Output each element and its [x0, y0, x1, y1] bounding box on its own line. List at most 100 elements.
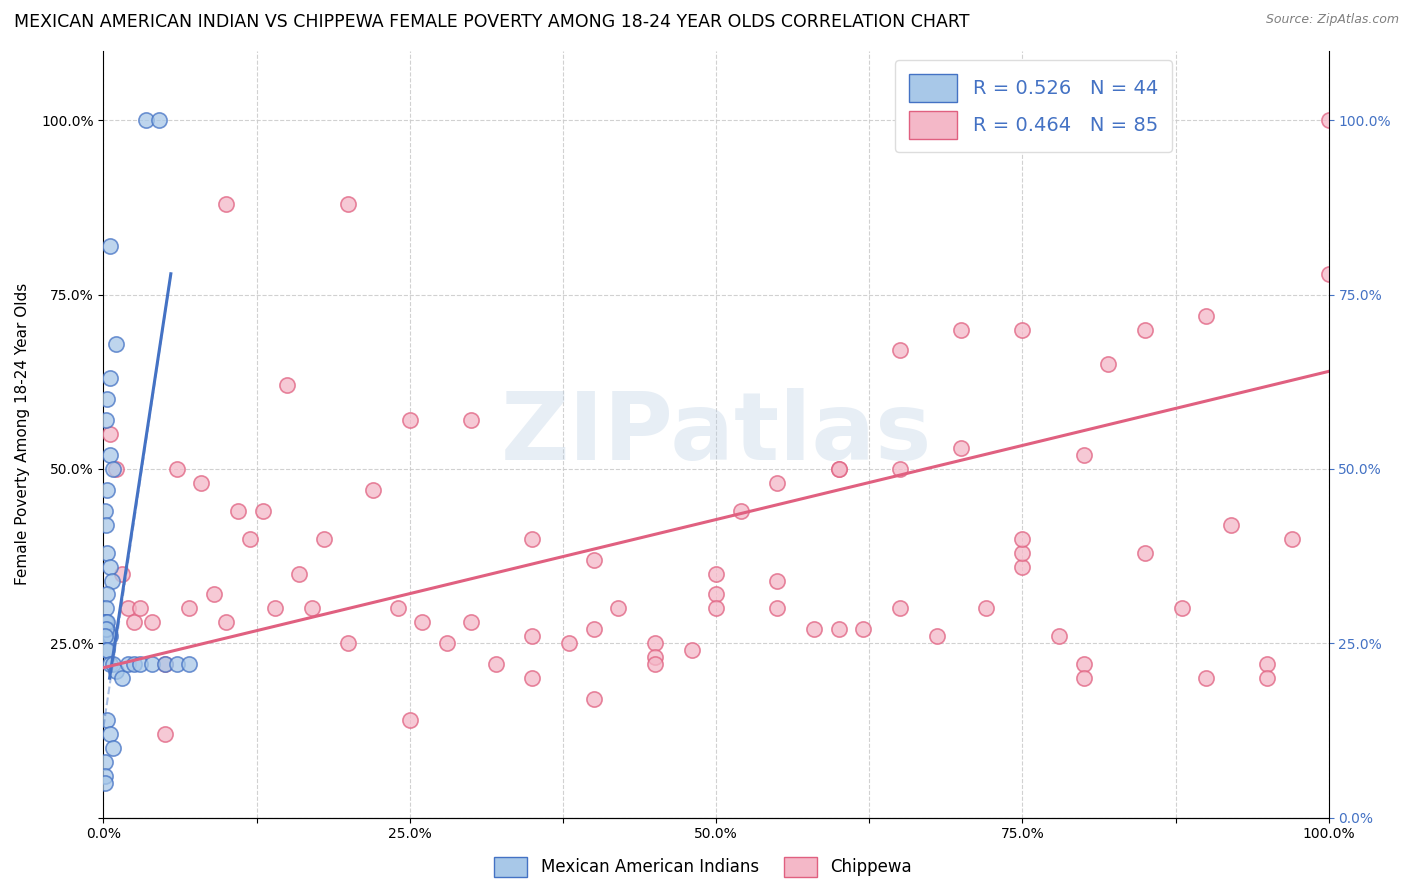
Point [96, 713, 118, 727]
Y-axis label: Female Poverty Among 18-24 Year Olds: Female Poverty Among 18-24 Year Olds [15, 283, 30, 585]
Point [411, 615, 433, 630]
Point [103, 740, 125, 755]
Point [179, 601, 201, 615]
Point [252, 504, 274, 518]
Point [766, 574, 789, 588]
Point [129, 657, 152, 672]
Point [803, 623, 825, 637]
Point [704, 566, 727, 581]
Point [301, 601, 323, 615]
Point [1073, 448, 1095, 462]
Point [704, 601, 727, 615]
Point [117, 657, 139, 672]
Point [436, 636, 458, 650]
Point [96, 615, 118, 630]
Point [94, 623, 117, 637]
Point [288, 566, 311, 581]
Point [103, 657, 125, 672]
Point [202, 587, 225, 601]
Point [312, 532, 335, 546]
Text: ZIPatlas: ZIPatlas [501, 388, 932, 480]
Point [98, 629, 121, 643]
Point [104, 462, 127, 476]
Point [104, 664, 127, 678]
Point [1097, 358, 1119, 372]
Point [398, 413, 420, 427]
Point [1047, 629, 1070, 643]
Point [889, 343, 911, 358]
Legend: Mexican American Indians, Chippewa: Mexican American Indians, Chippewa [488, 850, 918, 884]
Point [827, 623, 849, 637]
Point [484, 657, 506, 672]
Point [98, 559, 121, 574]
Point [1219, 517, 1241, 532]
Point [215, 615, 238, 630]
Point [276, 378, 298, 392]
Point [94, 413, 117, 427]
Point [141, 615, 163, 630]
Text: Source: ZipAtlas.com: Source: ZipAtlas.com [1265, 13, 1399, 27]
Point [117, 601, 139, 615]
Point [522, 671, 544, 685]
Point [1133, 546, 1156, 560]
Point [111, 566, 134, 581]
Point [153, 657, 176, 672]
Point [93, 504, 115, 518]
Point [889, 462, 911, 476]
Point [730, 504, 752, 518]
Point [522, 532, 544, 546]
Point [96, 483, 118, 497]
Point [93, 629, 115, 643]
Point [950, 441, 973, 455]
Point [153, 727, 176, 741]
Point [607, 601, 630, 615]
Point [522, 629, 544, 643]
Point [98, 448, 121, 462]
Point [93, 629, 115, 643]
Point [852, 623, 875, 637]
Point [135, 113, 157, 128]
Point [1073, 671, 1095, 685]
Point [215, 197, 238, 211]
Point [166, 657, 188, 672]
Point [1256, 671, 1278, 685]
Point [226, 504, 249, 518]
Point [96, 643, 118, 657]
Point [93, 755, 115, 769]
Point [704, 587, 727, 601]
Point [361, 483, 384, 497]
Point [239, 532, 262, 546]
Point [398, 713, 420, 727]
Point [644, 650, 666, 665]
Point [96, 623, 118, 637]
Point [644, 657, 666, 672]
Point [141, 657, 163, 672]
Point [1133, 322, 1156, 336]
Point [582, 552, 605, 566]
Point [337, 636, 360, 650]
Point [129, 601, 152, 615]
Point [950, 322, 973, 336]
Point [122, 657, 145, 672]
Point [1281, 532, 1303, 546]
Point [103, 462, 125, 476]
Point [179, 657, 201, 672]
Point [1195, 671, 1218, 685]
Point [1317, 113, 1340, 128]
Point [94, 615, 117, 630]
Point [337, 197, 360, 211]
Point [111, 671, 134, 685]
Point [93, 615, 115, 630]
Point [148, 113, 170, 128]
Point [122, 615, 145, 630]
Point [644, 636, 666, 650]
Point [1011, 546, 1033, 560]
Point [582, 692, 605, 706]
Point [96, 546, 118, 560]
Point [98, 657, 121, 672]
Point [460, 615, 482, 630]
Point [153, 657, 176, 672]
Point [1011, 559, 1033, 574]
Point [98, 427, 121, 442]
Point [1011, 532, 1033, 546]
